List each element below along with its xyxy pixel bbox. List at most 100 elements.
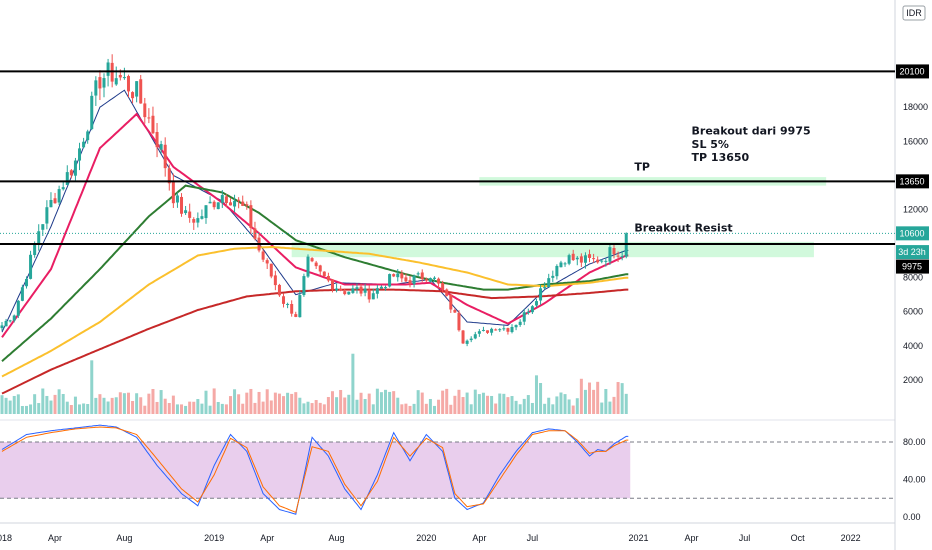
volume-bar <box>159 390 163 414</box>
volume-bar <box>73 396 77 414</box>
volume-bar <box>53 394 57 414</box>
volume-bar <box>465 392 469 414</box>
candle-body <box>241 201 245 206</box>
volume-bar <box>286 392 290 414</box>
candle-body <box>143 103 147 118</box>
candle-body <box>518 321 522 325</box>
volume-bar <box>400 404 404 414</box>
volume-bar <box>494 403 498 414</box>
axes: 2000 4000 6000 8000 12000 16000 18000 20100 1365… <box>0 64 929 543</box>
note-line-3: TP 13650 <box>692 151 750 164</box>
candle-body <box>294 314 298 317</box>
candle-body <box>126 76 130 92</box>
volume-bar <box>335 397 339 414</box>
candle-body <box>539 288 543 301</box>
volume-bar <box>41 388 45 414</box>
volume-bar <box>290 393 294 414</box>
candle-body <box>588 254 592 258</box>
candle-body <box>481 329 485 331</box>
candle-body <box>343 291 347 295</box>
volume-bar <box>147 393 151 414</box>
volume-bar <box>384 389 388 414</box>
level-badge-13650: 13650 <box>896 174 929 189</box>
candle-body <box>371 293 375 300</box>
candle-body <box>608 247 612 262</box>
candle-body <box>273 275 277 286</box>
volume-bar <box>196 399 200 414</box>
osc-tick-label: 0.00 <box>903 512 921 522</box>
volume-bar <box>396 397 400 414</box>
volume-bar <box>575 398 579 414</box>
candle-body <box>4 320 8 327</box>
level-badge-bg <box>896 245 929 260</box>
volume-bar <box>420 392 424 414</box>
volume-bar <box>359 392 363 414</box>
candle-body <box>188 211 192 218</box>
volume-bar <box>90 360 94 414</box>
candle-body <box>20 287 24 301</box>
volume-bar <box>233 389 237 414</box>
volume-bar <box>441 390 445 414</box>
candle-body <box>571 253 575 261</box>
candle-body <box>286 303 290 305</box>
candle-body <box>135 81 139 97</box>
time-tick-label: 2022 <box>841 533 861 543</box>
volume-bar <box>86 404 90 414</box>
volume-bar <box>57 389 61 414</box>
volume-bar <box>461 397 465 414</box>
volume-bar <box>61 394 65 414</box>
candle-body <box>82 141 86 148</box>
volume-bar <box>351 353 355 414</box>
candle-body <box>326 275 330 281</box>
price-tick-label: 12000 <box>903 204 928 214</box>
candle-body <box>408 280 412 284</box>
volume-bar <box>412 403 416 414</box>
volume-bar <box>551 404 555 414</box>
time-tick-label: Aug <box>329 533 345 543</box>
candle-body <box>114 78 118 85</box>
volume-bar <box>78 404 82 414</box>
candle-body <box>510 326 514 333</box>
candle-body <box>98 77 102 89</box>
volume-bar <box>347 394 351 414</box>
candle-body <box>514 325 518 328</box>
candle-body <box>404 277 408 282</box>
candle-body <box>249 205 253 229</box>
volume-bar <box>620 383 624 414</box>
volume-bar <box>583 389 587 414</box>
candle-body <box>24 278 28 287</box>
volume-bar <box>204 390 208 414</box>
volume-bar <box>486 395 490 414</box>
level-badge-bg <box>896 226 929 241</box>
candle-body <box>151 115 155 134</box>
candle-body <box>220 195 224 203</box>
candle-body <box>118 74 122 78</box>
candle-body <box>167 168 171 184</box>
volume-bar <box>449 404 453 414</box>
volume-bar <box>294 392 298 414</box>
candle-body <box>269 263 273 277</box>
volume-bar <box>530 402 534 414</box>
candle-body <box>73 160 77 176</box>
time-tick-label: 2021 <box>628 533 648 543</box>
volume-bar <box>579 378 583 414</box>
currency-badge[interactable]: IDR <box>902 5 926 21</box>
volume-bar <box>555 396 559 414</box>
volume-bar <box>355 399 359 414</box>
candle-body <box>583 255 587 263</box>
stoch-k-line <box>1 424 629 515</box>
grid <box>0 0 896 550</box>
volume-bar <box>437 399 441 414</box>
candle-body <box>86 131 90 141</box>
volume-bar <box>388 391 392 414</box>
volume-bar <box>4 397 8 414</box>
volume-bar <box>131 401 135 414</box>
volume-bar <box>502 393 506 414</box>
volume-bar <box>506 397 510 414</box>
candle-body <box>163 144 167 169</box>
volume-bar <box>69 405 73 414</box>
candle-body <box>596 259 600 263</box>
volume-bar <box>249 388 253 414</box>
candle-body <box>322 271 326 277</box>
